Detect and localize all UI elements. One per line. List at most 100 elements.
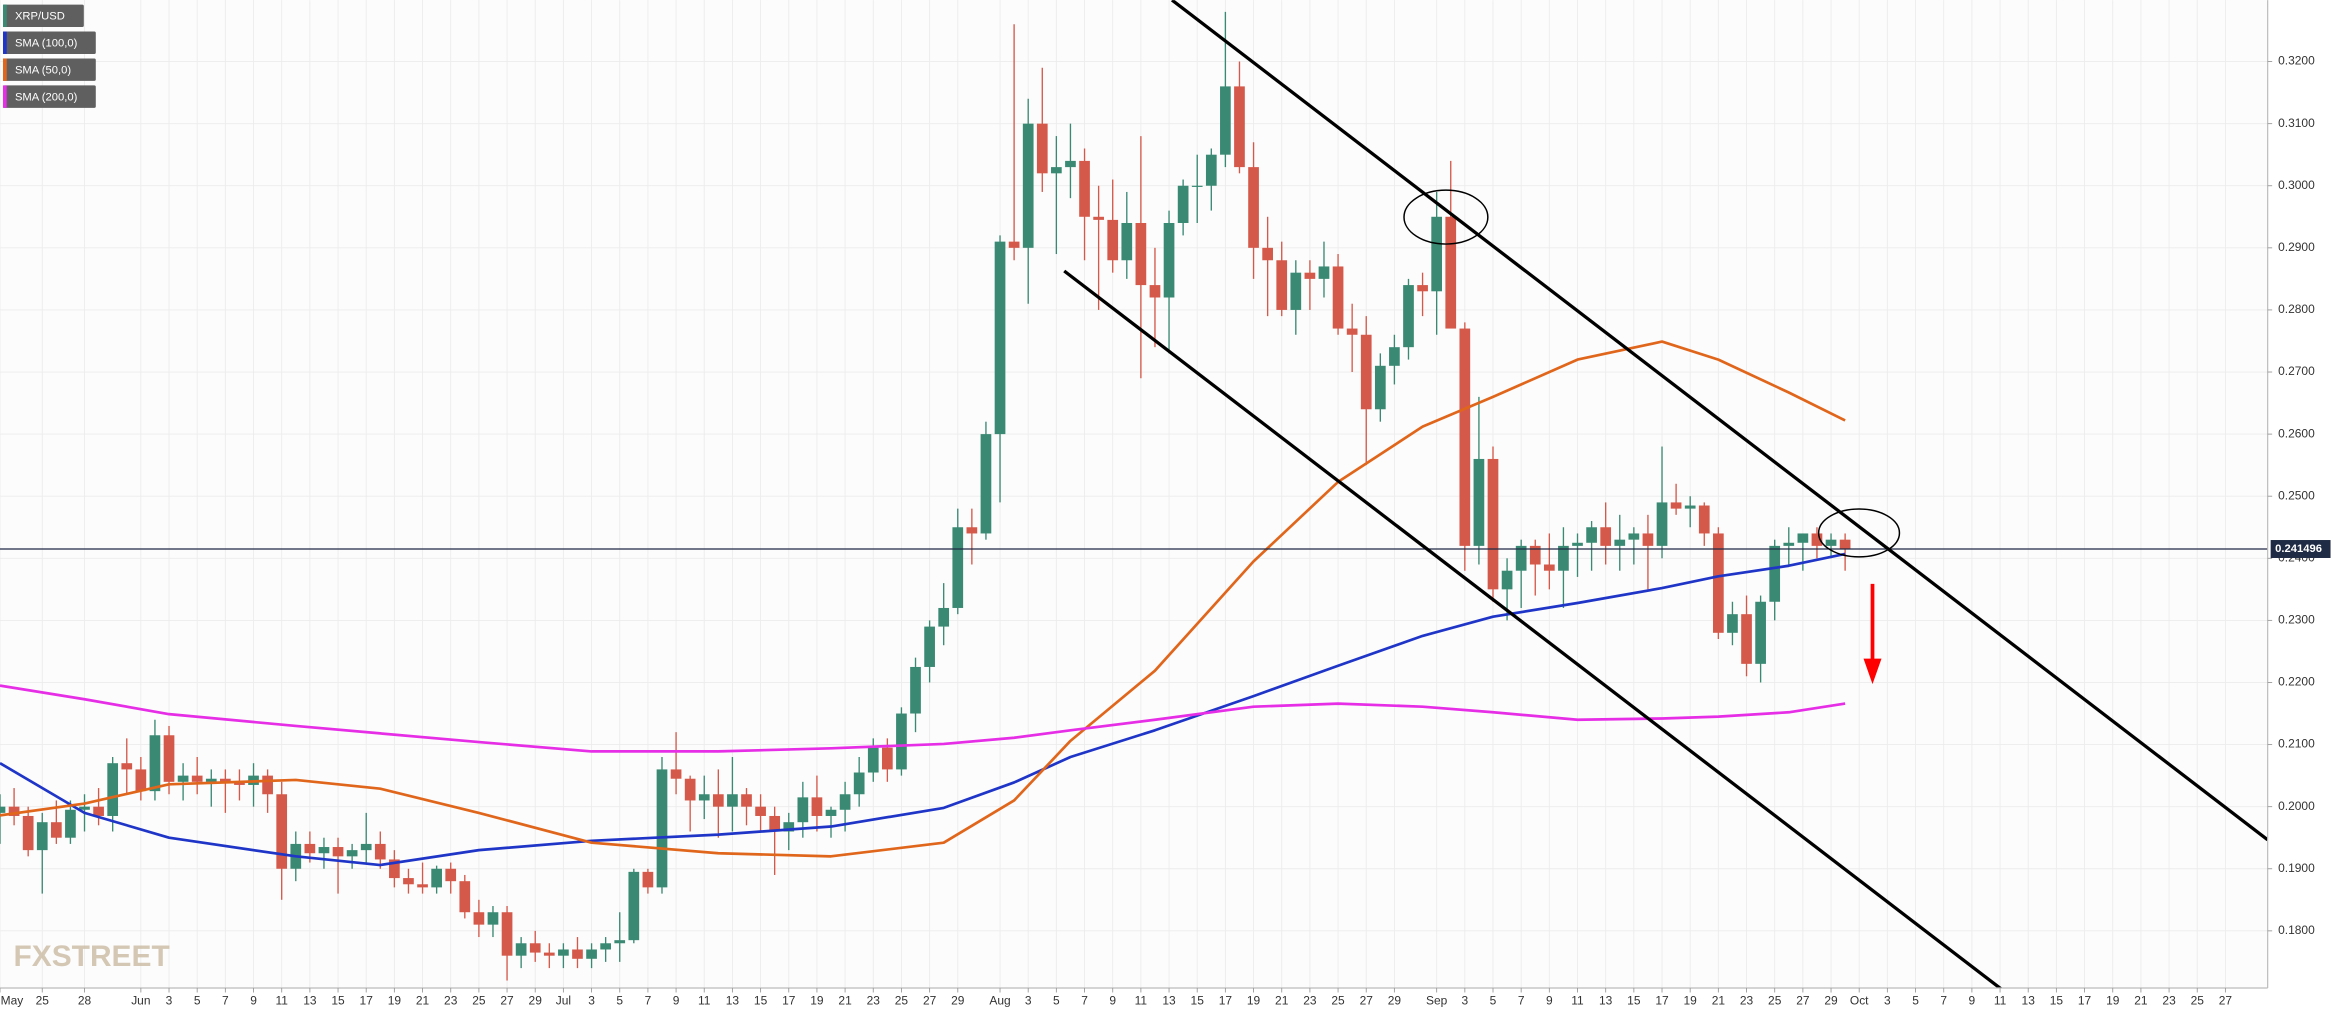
watermark: FXSTREET — [13, 940, 169, 973]
candle-body — [572, 949, 583, 959]
candle-body — [924, 626, 935, 667]
y-tick-label: 0.2700 — [2278, 364, 2315, 378]
x-tick-label: 25 — [472, 994, 486, 1008]
x-tick-label: 9 — [673, 994, 680, 1008]
candle-body — [783, 822, 795, 832]
x-tick-label: 25 — [2191, 994, 2205, 1008]
x-tick-label: 3 — [1884, 994, 1891, 1008]
x-tick-label: 29 — [1824, 994, 1838, 1008]
legend-label: SMA (50,0) — [15, 64, 71, 76]
candle-body — [741, 794, 752, 807]
x-tick-label: 19 — [1247, 994, 1261, 1008]
candle-body — [825, 809, 837, 816]
candle-body — [346, 850, 358, 857]
x-tick-label: 7 — [645, 994, 652, 1008]
legend-box — [2, 85, 96, 108]
candle-body — [389, 859, 400, 879]
candle-body — [628, 871, 640, 941]
candle-body — [853, 772, 865, 795]
candle-body — [1290, 272, 1302, 310]
candle-body — [1374, 365, 1386, 410]
candle-body — [1727, 614, 1738, 633]
plot-background — [0, 0, 2268, 988]
candle-body — [1487, 458, 1499, 590]
candle-body — [135, 769, 147, 792]
candle-body — [684, 778, 696, 801]
candle-body — [79, 806, 90, 810]
candle-body — [938, 607, 950, 627]
candle-body — [670, 769, 682, 779]
x-tick-label: 9 — [1546, 994, 1553, 1008]
candle-body — [1811, 533, 1823, 546]
candle-body — [1205, 154, 1217, 186]
candle-body — [515, 943, 527, 956]
candle-body — [1797, 533, 1809, 543]
x-tick-label: 7 — [222, 994, 229, 1008]
y-tick-label: 0.2200 — [2278, 675, 2315, 689]
x-tick-label: 7 — [1518, 994, 1525, 1008]
candle-body — [529, 943, 541, 953]
candle-body — [1149, 285, 1161, 298]
candle-body — [1572, 542, 1583, 546]
x-tick-label: 19 — [1684, 994, 1698, 1008]
x-tick-label: 13 — [303, 994, 317, 1008]
candle-body — [107, 763, 119, 816]
candle-body — [1332, 266, 1344, 329]
x-tick-label: 5 — [616, 994, 623, 1008]
candle-body — [22, 815, 34, 851]
x-tick-label: 9 — [250, 994, 257, 1008]
x-tick-label: 29 — [1388, 994, 1402, 1008]
legend: XRP/USD SMA (100,0) SMA (50,0) SMA (200,0) — [2, 4, 96, 108]
x-tick-label: 11 — [275, 994, 288, 1008]
x-tick-label: 21 — [2134, 994, 2148, 1008]
legend-swatch — [2, 58, 7, 81]
last-price-label: 0.241496 — [2275, 543, 2322, 555]
candle-body — [543, 952, 555, 956]
x-tick-label: Sep — [1426, 994, 1448, 1008]
trend-line — [1171, 0, 2268, 842]
x-tick-label: 13 — [2022, 994, 2036, 1008]
x-tick-label: 11 — [1571, 994, 1584, 1008]
candle-body — [1389, 347, 1400, 366]
candle-body — [1163, 222, 1175, 298]
candle-body — [360, 843, 372, 851]
y-tick-label: 0.2800 — [2278, 302, 2315, 316]
x-tick-label: 15 — [331, 994, 345, 1008]
candle-body — [1248, 167, 1259, 248]
candle-body — [276, 794, 288, 869]
x-tick-label: Aug — [989, 994, 1010, 1008]
candle-body — [1614, 539, 1626, 546]
candle-body — [50, 822, 62, 838]
legend-swatch — [2, 4, 7, 28]
candle-body — [1769, 545, 1781, 602]
legend-box — [2, 31, 96, 54]
candle-body — [191, 775, 203, 782]
x-tick-label: 3 — [588, 994, 595, 1008]
sma-line — [0, 340, 1846, 858]
candle-body — [1135, 222, 1147, 286]
candle-body — [1628, 533, 1640, 540]
x-tick-label: 27 — [1796, 994, 1810, 1008]
x-tick-label: 3 — [1461, 994, 1468, 1008]
candle-body — [896, 713, 907, 770]
candle-body — [727, 794, 738, 807]
candle-body — [1022, 123, 1034, 248]
x-tick-label: 9 — [1109, 994, 1116, 1008]
candle-body — [881, 747, 893, 770]
candle-body — [1501, 570, 1513, 590]
y-tick-label: 0.3200 — [2278, 54, 2315, 68]
candle-body — [1473, 458, 1485, 546]
x-tick-label: 19 — [2106, 994, 2120, 1008]
candle-body — [1529, 545, 1541, 565]
x-tick-label: 17 — [2078, 994, 2092, 1008]
x-tick-label: Oct — [1850, 994, 1869, 1008]
sma-line — [0, 684, 1846, 753]
candle-body — [1558, 545, 1569, 571]
candle-body — [1600, 527, 1612, 546]
candle-body — [994, 241, 1006, 435]
candle-body — [487, 912, 499, 925]
legend-label: SMA (100,0) — [15, 37, 78, 49]
legend-label: XRP/USD — [15, 11, 65, 23]
y-tick-label: 0.2600 — [2278, 426, 2315, 440]
candle-body — [558, 949, 569, 956]
